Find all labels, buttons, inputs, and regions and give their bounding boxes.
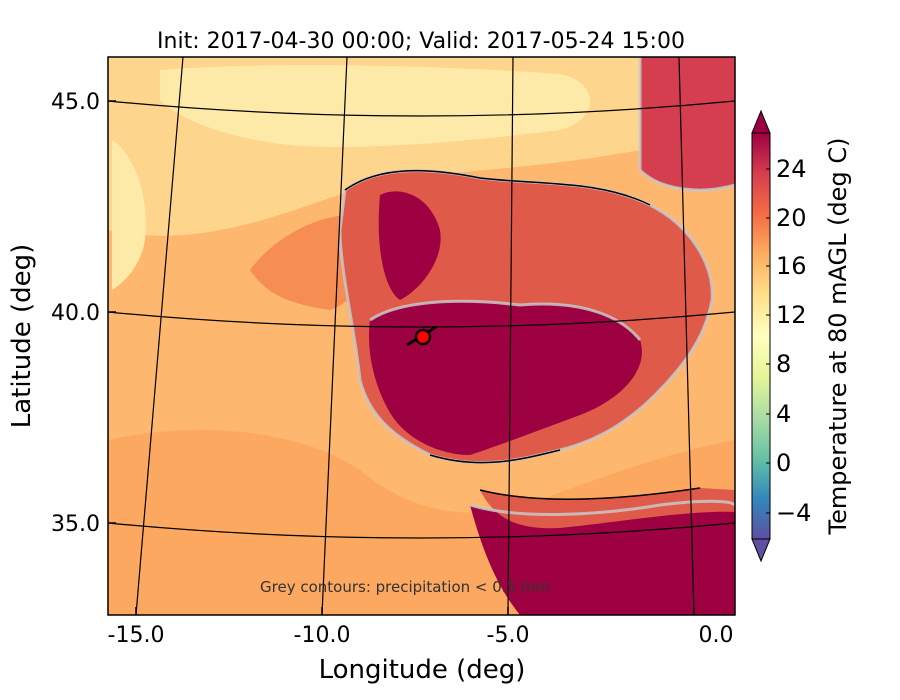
africa-coastal-band — [480, 488, 735, 529]
colorbar-tick-label: 4 — [776, 400, 791, 428]
colorbar-tick-label: 24 — [776, 155, 807, 183]
tick-marks — [108, 100, 695, 615]
y-tick-label: 45.0 — [51, 90, 100, 115]
iberia-hot-west — [378, 191, 441, 300]
colorbar-tick-label: 20 — [776, 204, 807, 232]
colorbar-tick-label: 12 — [776, 301, 807, 329]
x-tick-label: -10.0 — [294, 623, 351, 648]
y-tick-label: 35.0 — [51, 512, 100, 537]
colorbar-tick-label: 16 — [776, 252, 807, 280]
y-tick-label: 40.0 — [51, 301, 100, 326]
location-marker — [406, 325, 437, 347]
colorbar-tick-label: 8 — [776, 350, 791, 378]
cold-patch — [160, 65, 590, 147]
y-axis-label: Latitude (deg) — [7, 244, 37, 429]
colorbar — [751, 109, 771, 563]
parallel-40 — [108, 311, 735, 328]
iberia-hot-core — [369, 301, 642, 455]
plot-frame — [107, 56, 736, 616]
meridian-minus10 — [321, 57, 348, 615]
meridian-minus15 — [135, 57, 184, 615]
graticule — [108, 57, 735, 615]
coastline — [344, 169, 701, 501]
colorbar-tick-label: −4 — [776, 499, 811, 527]
meridian-0 — [678, 57, 695, 615]
precip-annotation: Grey contours: precipitation < 0.5 mm — [260, 578, 550, 596]
africa-land — [470, 501, 735, 615]
france-land — [640, 57, 735, 190]
x-tick-label: -15.0 — [108, 623, 165, 648]
colorbar-tick-label: 0 — [776, 449, 791, 477]
colorbar-label: Temperature at 80 mAGL (deg C) — [824, 138, 852, 536]
meridian-minus5 — [507, 57, 514, 615]
plot-title: Init: 2017-04-30 00:00; Valid: 2017-05-2… — [157, 29, 685, 54]
x-axis-label: Longitude (deg) — [319, 655, 526, 685]
x-tick-label: 0.0 — [699, 623, 734, 648]
x-tick-label: -5.0 — [487, 623, 530, 648]
cold-patch-west — [112, 140, 146, 290]
temperature-field — [108, 57, 735, 615]
parallel-45 — [108, 100, 735, 117]
parallel-35 — [108, 522, 735, 539]
